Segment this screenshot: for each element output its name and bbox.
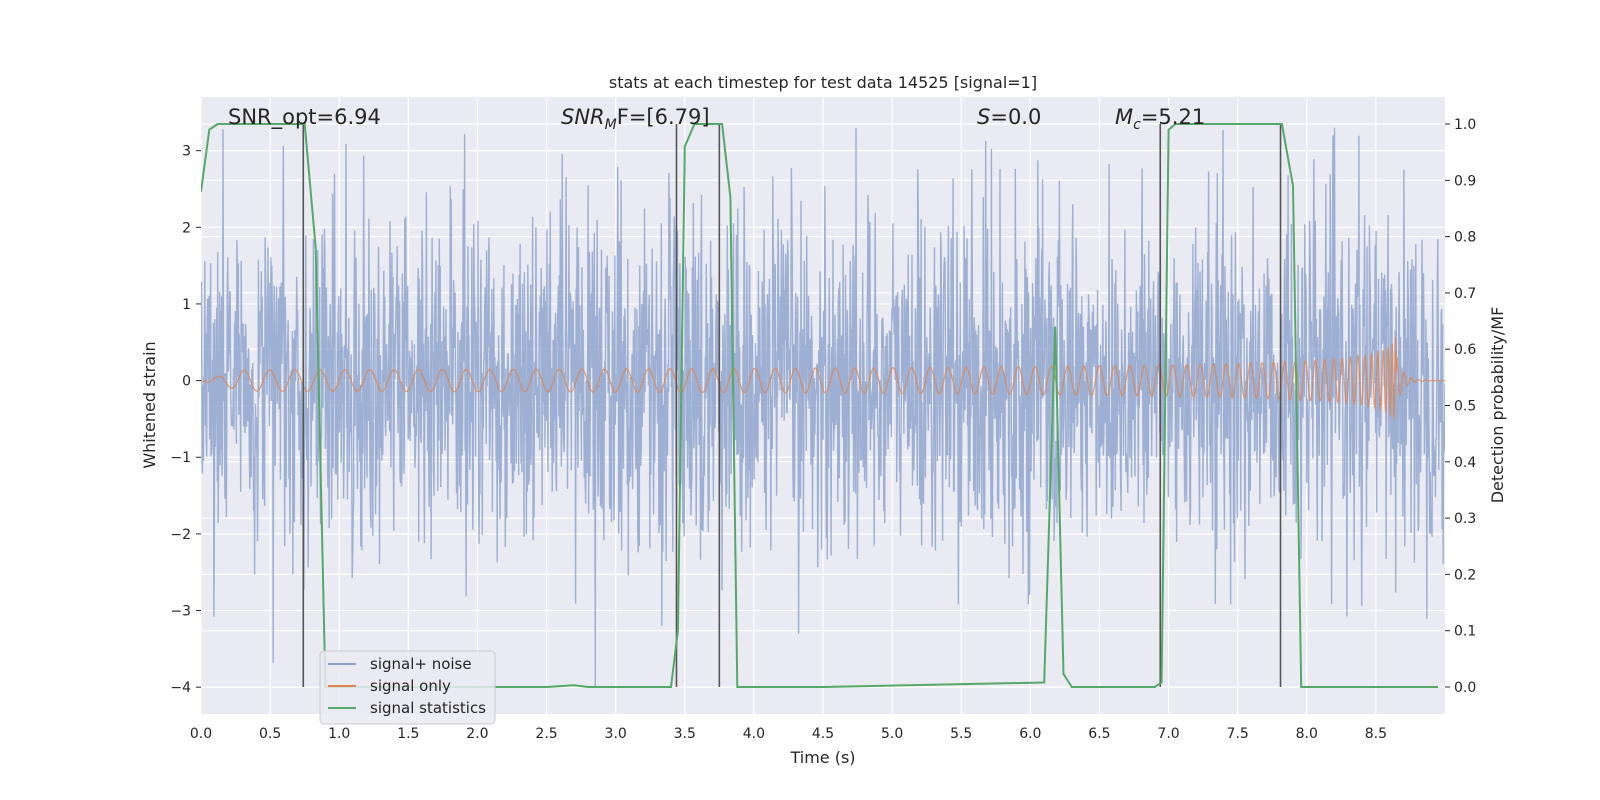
y-tick-label-right: 0.5	[1454, 399, 1476, 415]
y-tick-label-right: 0.9	[1454, 173, 1476, 189]
s-rest: =0.0	[990, 105, 1041, 129]
y-tick-label-right: 0.6	[1454, 342, 1476, 358]
snr-mf-main: SNR	[561, 105, 605, 129]
legend-label-signal-statistics: signal statistics	[370, 699, 486, 717]
x-tick-label: 6.5	[1088, 726, 1110, 742]
annotation-s: S=0.0	[977, 105, 1041, 129]
y-tick-label-right: 0.7	[1454, 286, 1476, 302]
y-tick-label-left: 2	[182, 220, 191, 236]
x-tick-label: 3.5	[674, 726, 696, 742]
y-tick-label-left: 0	[182, 374, 191, 390]
y-tick-label-right: 0.8	[1454, 230, 1476, 246]
series-signal-noise	[201, 127, 1445, 688]
x-tick-label: 4.5	[812, 726, 834, 742]
annotation-snr-opt: SNR_opt=6.94	[228, 105, 381, 130]
x-tick-label: 0.5	[259, 726, 281, 742]
x-tick-label: 0.0	[190, 726, 212, 742]
x-tick-label: 7.0	[1157, 726, 1179, 742]
x-tick-label: 2.0	[466, 726, 488, 742]
y-tick-label-left: 3	[182, 144, 191, 160]
x-tick-label: 7.5	[1227, 726, 1249, 742]
signal-only-line	[201, 337, 1445, 420]
y-axis-label-right: Detection probability/MF	[1488, 307, 1507, 504]
snr-mf-sub: M	[605, 117, 617, 133]
x-tick-label: 8.0	[1296, 726, 1318, 742]
vertical-markers	[302, 124, 1282, 687]
y-tick-label-right: 0.2	[1454, 567, 1476, 583]
y-tick-label-left: −1	[170, 450, 191, 466]
y-tick-label-left: −4	[170, 680, 191, 696]
annotation-mc: Mc=5.21	[1115, 105, 1205, 133]
y-tick-label-right: 0.0	[1454, 680, 1476, 696]
x-tick-label: 2.5	[535, 726, 557, 742]
y-tick-label-right: 0.3	[1454, 511, 1476, 527]
x-axis-label: Time (s)	[789, 748, 855, 767]
y-tick-label-right: 1.0	[1454, 117, 1476, 133]
legend: signal+ noise signal only signal statist…	[319, 650, 496, 725]
chart-title: stats at each timestep for test data 145…	[609, 73, 1037, 92]
annotation-snr-mf: SNRMF=[6.79]	[561, 105, 710, 133]
y-tick-label-left: 1	[182, 297, 191, 313]
mc-sub: c	[1133, 117, 1141, 133]
x-tick-label: 6.0	[1019, 726, 1041, 742]
x-tick-label: 5.0	[881, 726, 903, 742]
snr-mf-rest: F=[6.79]	[617, 105, 710, 129]
x-tick-label: 8.5	[1365, 726, 1387, 742]
legend-label-signal-only: signal only	[370, 677, 451, 695]
x-tick-labels: 0.0 0.5 1.0 1.5 2.0 2.5 3.0 3.5 4.0 4.5 5.0 5.5 6.0 6…	[190, 726, 1387, 742]
series-signal-only	[201, 337, 1445, 420]
legend-box	[319, 650, 496, 725]
y-tick-label-left: −2	[170, 527, 191, 543]
y-tick-labels-right: 1.0 0.9 0.8 0.7 0.6 0.5 0.4 0.3 0.2 0.1 0.0	[1445, 117, 1476, 696]
y-tick-labels-left: 3 2 1 0 −1 −2 −3 −4	[170, 144, 201, 696]
y-axis-label-left: Whitened strain	[140, 341, 159, 468]
signal-noise-line	[201, 127, 1445, 688]
x-tick-label: 1.5	[397, 726, 419, 742]
legend-label-signal-noise: signal+ noise	[370, 655, 472, 673]
x-tick-label: 4.0	[743, 726, 765, 742]
y-tick-label-left: −3	[170, 604, 191, 620]
mc-main: M	[1115, 105, 1133, 129]
x-tick-label: 5.5	[950, 726, 972, 742]
x-tick-label: 1.0	[328, 726, 350, 742]
s-main: S	[977, 105, 990, 129]
mc-rest: =5.21	[1141, 105, 1205, 129]
y-tick-label-right: 0.4	[1454, 455, 1476, 471]
y-tick-label-right: 0.1	[1454, 624, 1476, 640]
x-tick-label: 3.0	[605, 726, 627, 742]
